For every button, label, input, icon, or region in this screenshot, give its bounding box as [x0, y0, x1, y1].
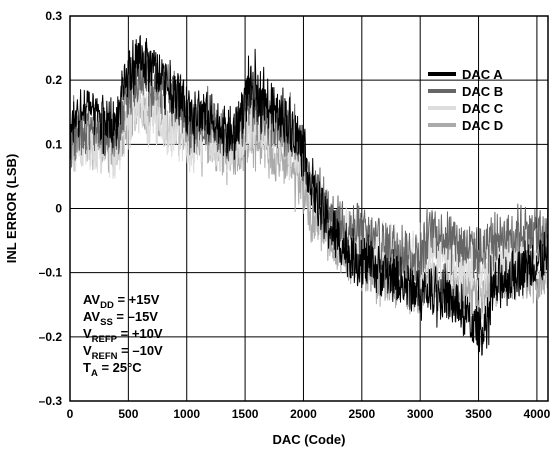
x-tick-label: 3500: [465, 407, 492, 421]
legend-label: DAC B: [462, 84, 503, 99]
condition-line: VREFP = +10V: [83, 326, 163, 345]
y-tick-label: 0: [55, 202, 62, 216]
plot-frame: [69, 15, 549, 402]
legend: DAC A DAC B DAC C DAC D: [426, 67, 504, 133]
x-tick-labels: 0 500 1000 1500 2000 2500 3000 3500 4000: [67, 407, 551, 421]
series-line-dac-d: [69, 76, 549, 324]
x-tick-label: 1500: [232, 407, 259, 421]
x-tick-label: 0: [67, 407, 74, 421]
y-tick-label: 0.2: [45, 73, 62, 87]
legend-label: DAC D: [462, 118, 503, 133]
y-tick-label: 0.1: [45, 137, 62, 151]
condition-line: TA = 25°C: [83, 360, 142, 379]
y-tick-label: –0.1: [39, 266, 63, 280]
legend-label: DAC A: [462, 67, 503, 82]
x-tick-label: 500: [118, 407, 138, 421]
y-tick-label: 0.3: [45, 9, 62, 23]
x-tick-label: 2000: [290, 407, 317, 421]
condition-line: AVDD = +15V: [83, 292, 160, 311]
series-line-dac-a: [69, 35, 549, 356]
x-tick-label: 3000: [407, 407, 434, 421]
series-layer: [69, 35, 549, 356]
condition-line: VREFN = –10V: [83, 343, 163, 362]
legend-label: DAC C: [462, 101, 504, 116]
y-tick-label: –0.2: [39, 330, 63, 344]
x-axis-title: DAC (Code): [273, 432, 346, 447]
y-axis-title: INL ERROR (LSB): [4, 154, 19, 264]
x-tick-label: 1000: [173, 407, 200, 421]
y-tick-labels: –0.3 –0.2 –0.1 0 0.1 0.2 0.3: [39, 9, 63, 408]
x-tick-label: 4000: [524, 407, 551, 421]
x-tick-label: 2500: [348, 407, 375, 421]
condition-line: AVSS = –15V: [83, 309, 158, 328]
y-tick-label: –0.3: [39, 394, 63, 408]
